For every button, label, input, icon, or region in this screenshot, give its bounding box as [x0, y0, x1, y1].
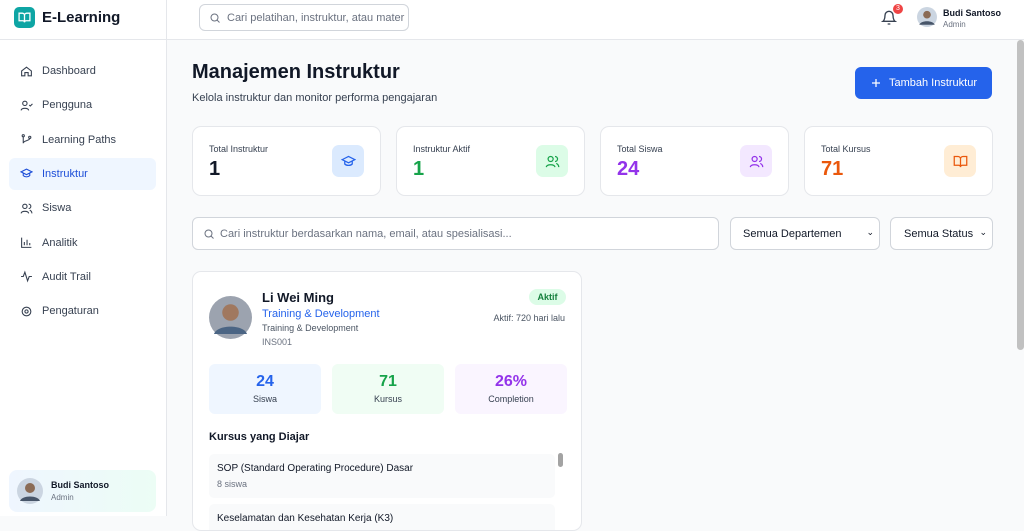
stat-value: 71 — [821, 158, 844, 180]
global-search[interactable]: Cari pelatihan, instruktur, atau mater — [199, 4, 409, 31]
stat-label: Instruktur Aktif — [413, 144, 471, 154]
sidebar-user[interactable]: Budi Santoso Admin — [9, 470, 156, 512]
stat-value: 1 — [413, 158, 425, 180]
nav-label: Audit Trail — [42, 270, 91, 283]
metric-tile: 26% Completion — [455, 364, 567, 414]
status-select[interactable]: Semua Status ⌄ — [890, 217, 993, 250]
courses-title: Kursus yang Diajar — [209, 431, 310, 443]
stat-icon — [740, 145, 772, 177]
page-subtitle: Kelola instruktur dan monitor performa p… — [192, 92, 438, 104]
nav-item[interactable]: Siswa — [9, 192, 156, 224]
course-students: 8 siswa — [217, 479, 248, 489]
metric-label: Kursus — [373, 394, 402, 404]
nav-icon — [20, 168, 33, 178]
metric-label: Siswa — [252, 394, 277, 404]
metric-value: 26% — [494, 373, 528, 390]
nav-label: Dashboard — [42, 65, 96, 77]
department-select[interactable]: Semua Departemen ⌄ — [730, 217, 880, 250]
brand: E-Learning — [42, 9, 121, 26]
nav-item[interactable]: Learning Paths — [9, 124, 156, 156]
course-name: Keselamatan dan Kesehatan Kerja (K3) — [217, 513, 394, 524]
page-title: Manajemen Instruktur — [192, 61, 400, 83]
nav-label: Pengguna — [42, 99, 93, 112]
user-name: Budi Santoso — [51, 480, 109, 490]
instructor-search[interactable]: Cari instruktur berdasarkan nama, email,… — [192, 217, 719, 250]
nav-icon — [21, 306, 32, 316]
stat-card: Total Kursus 71 — [804, 126, 993, 196]
notification-count: 3 — [893, 4, 903, 14]
instructor-name: Li Wei Ming — [262, 290, 334, 305]
nav-item[interactable]: Analitik — [9, 227, 156, 259]
metric-value: 71 — [379, 373, 397, 390]
nav-label: Analitik — [42, 236, 78, 249]
search-placeholder: Cari instruktur berdasarkan nama, email,… — [220, 228, 512, 240]
metric-tile: 71 Kursus — [332, 364, 444, 414]
avatar[interactable] — [917, 7, 937, 27]
stat-card: Total Siswa 24 — [600, 126, 789, 196]
instructor-avatar — [209, 296, 252, 339]
nav-item[interactable]: Pengaturan — [9, 295, 156, 327]
nav-item[interactable]: Pengguna — [9, 89, 156, 121]
select-label: Semua Departemen — [743, 228, 842, 240]
course-item[interactable]: SOP (Standard Operating Procedure) Dasar… — [209, 454, 555, 498]
course-name: SOP (Standard Operating Procedure) Dasar — [217, 463, 414, 474]
nav-item[interactable]: Audit Trail — [9, 261, 156, 293]
stat-icon — [332, 145, 364, 177]
metric-tile: 24 Siswa — [209, 364, 321, 414]
stat-icon — [536, 145, 568, 177]
stat-card: Total Instruktur 1 — [192, 126, 381, 196]
add-instructor-button[interactable]: Tambah Instruktur — [855, 67, 992, 99]
course-item[interactable]: Keselamatan dan Kesehatan Kerja (K3)6 si… — [209, 504, 555, 530]
user-role: Admin — [51, 493, 74, 502]
nav-label: Siswa — [42, 202, 72, 215]
nav-icon — [21, 134, 32, 144]
nav-item[interactable]: Instruktur — [9, 157, 156, 190]
metric-label: Completion — [488, 394, 534, 404]
course-scrollbar[interactable] — [558, 453, 563, 467]
nav-icon — [20, 203, 33, 214]
scrollbar[interactable] — [1017, 40, 1024, 350]
stat-value: 1 — [209, 158, 221, 180]
department-link[interactable]: Training & Development — [262, 308, 380, 320]
stat-label: Total Kursus — [821, 144, 871, 154]
select-label: Semua Status — [904, 228, 974, 240]
instructor-id: INS001 — [262, 337, 293, 347]
nav-label: Pengaturan — [42, 305, 99, 318]
stat-label: Total Siswa — [617, 144, 663, 154]
stat-value: 24 — [617, 158, 640, 180]
notification-bell[interactable] — [881, 10, 897, 26]
divider — [0, 39, 167, 40]
stat-label: Total Instruktur — [209, 144, 269, 154]
active-since: Aktif: 720 hari lalu — [493, 313, 565, 323]
user-role: Admin — [943, 20, 966, 29]
nav-icon — [21, 65, 32, 76]
nav-item[interactable]: Dashboard — [9, 55, 156, 87]
avatar — [17, 478, 43, 504]
nav-label: Instruktur — [42, 167, 88, 180]
search-placeholder: Cari pelatihan, instruktur, atau mater — [227, 12, 405, 24]
nav-label: Learning Paths — [42, 133, 116, 146]
sidebar: E-Learning Dashboard Pengguna Learning Pat… — [0, 0, 167, 516]
topbar: Cari pelatihan, instruktur, atau mater 3… — [167, 0, 1024, 40]
department: Training & Development — [262, 323, 359, 333]
stat-card: Instruktur Aktif 1 — [396, 126, 585, 196]
nav-icon — [21, 237, 32, 248]
metric-value: 24 — [256, 373, 274, 390]
nav-icon — [21, 270, 32, 283]
nav-icon — [20, 100, 33, 111]
user-name: Budi Santoso — [943, 8, 1001, 18]
button-label: Tambah Instruktur — [888, 77, 978, 89]
status-badge: Aktif — [529, 289, 566, 305]
logo — [14, 7, 35, 28]
instructor-card[interactable]: Li Wei Ming Training & Development Train… — [192, 271, 582, 531]
stat-icon — [944, 145, 976, 177]
